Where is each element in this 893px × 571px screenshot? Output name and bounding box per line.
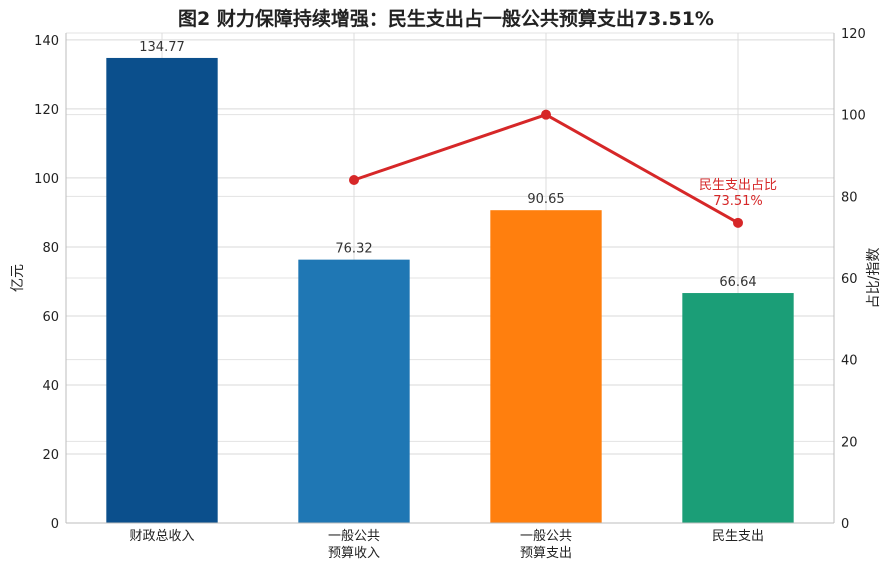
- bar-3: [682, 293, 794, 523]
- y-axis-right-title: 占比/指数: [866, 248, 882, 309]
- bar-2: [490, 210, 602, 523]
- bar-value-label-1: 76.32: [335, 242, 372, 257]
- y-tick-left-60: 60: [42, 310, 59, 325]
- y-tick-right-100: 100: [841, 109, 866, 124]
- y-tick-left-80: 80: [42, 241, 59, 256]
- bar-value-label-0: 134.77: [139, 40, 185, 55]
- y-tick-right-80: 80: [841, 190, 858, 205]
- axes: 0 20 40 60 80 100 120 140 0 20 40 60 80 100 120 财政总收入 一般…: [10, 27, 882, 561]
- ratio-point-0: [349, 175, 359, 185]
- annotation-line-0: 民生支出占比: [699, 178, 777, 193]
- x-tick-label-1-1: 预算收入: [328, 546, 380, 561]
- x-tick-label-0-0: 财政总收入: [129, 529, 194, 544]
- y-tick-right-20: 20: [841, 435, 858, 450]
- y-tick-left-140: 140: [34, 34, 59, 49]
- x-tick-label-2-1: 预算支出: [520, 546, 572, 561]
- y-tick-right-40: 40: [841, 354, 858, 369]
- bars: [106, 57, 794, 523]
- y-tick-left-40: 40: [42, 379, 59, 394]
- ratio-line: [349, 109, 743, 228]
- ratio-point-2: [733, 217, 743, 228]
- ratio-point-1: [541, 109, 551, 120]
- x-tick-label-3-0: 民生支出: [712, 529, 764, 544]
- annotation-line-1: 73.51%: [713, 194, 763, 209]
- x-tick-label-2-0: 一般公共: [520, 528, 572, 544]
- y-tick-left-120: 120: [34, 103, 59, 118]
- y-tick-right-120: 120: [841, 27, 866, 42]
- y-tick-right-60: 60: [841, 272, 858, 287]
- x-tick-label-1-0: 一般公共: [328, 528, 380, 544]
- bar-value-label-3: 66.64: [719, 275, 756, 290]
- bar-0: [106, 57, 218, 523]
- y-tick-left-20: 20: [42, 448, 59, 463]
- y-tick-right-0: 0: [841, 517, 849, 532]
- y-axis-left-title: 亿元: [10, 264, 26, 292]
- bar-value-label-2: 90.65: [527, 192, 564, 207]
- bar-1: [298, 259, 410, 523]
- y-tick-left-0: 0: [51, 517, 59, 532]
- y-tick-left-100: 100: [34, 172, 59, 187]
- chart-title: 图2 财力保障持续增强：民生支出占一般公共预算支出73.51%: [178, 7, 714, 30]
